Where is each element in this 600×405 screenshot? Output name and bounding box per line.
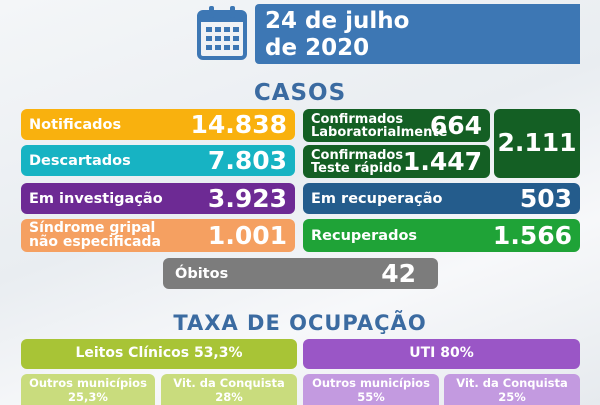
uti-outros-label: Outros municípios (312, 376, 430, 390)
leitos-vitoria-value: 28% (215, 390, 243, 404)
em-recuperacao-value: 503 (519, 184, 572, 213)
confirmados-teste-label-2: Teste rápido (311, 161, 402, 176)
confirmados-lab-label-2: Laboratorialmente (311, 125, 448, 140)
em-investigacao-label: Em investigação (29, 191, 163, 207)
obitos-label: Óbitos (175, 266, 229, 282)
uti-outros-card: Outros municípios 55% (303, 374, 439, 405)
uti-card: UTI 80% (303, 339, 580, 369)
notificados-label: Notificados (29, 117, 122, 133)
notificados-value: 14.838 (190, 110, 287, 139)
uti-vitoria-label: Vit. da Conquista (456, 376, 568, 390)
em-investigacao-card: Em investigação 3.923 (21, 183, 295, 214)
leitos-clinicos-label: Leitos Clínicos 53,3% (75, 345, 243, 361)
confirmados-lab-label-1: Confirmados (311, 112, 404, 127)
leitos-outros-label: Outros municípios (29, 376, 147, 390)
leitos-clinicos-card: Leitos Clínicos 53,3% (21, 339, 297, 369)
confirmados-lab-value: 664 (429, 111, 482, 140)
occupancy-title: TAXA DE OCUPAÇÃO (173, 311, 427, 335)
recuperados-card: Recuperados 1.566 (303, 219, 580, 252)
uti-vitoria-card: Vit. da Conquista 25% (444, 374, 580, 405)
leitos-vitoria-card: Vit. da Conquista 28% (161, 374, 297, 405)
descartados-label: Descartados (29, 153, 131, 169)
leitos-outros-card: Outros municípios 25,3% (21, 374, 155, 405)
uti-outros-value: 55% (357, 390, 385, 404)
calendar-icon (196, 4, 248, 62)
confirmados-teste-value: 1.447 (402, 147, 482, 176)
notificados-card: Notificados 14.838 (21, 109, 295, 140)
confirmados-teste-label-1: Confirmados (311, 148, 404, 163)
recuperados-label: Recuperados (311, 228, 418, 244)
em-recuperacao-card: Em recuperação 503 (303, 183, 580, 214)
leitos-vitoria-label: Vit. da Conquista (173, 376, 285, 390)
confirmados-total-card: 2.111 (494, 109, 580, 178)
sindrome-label-1: Síndrome gripal (29, 220, 156, 236)
confirmados-total-value: 2.111 (497, 128, 577, 157)
em-recuperacao-label: Em recuperação (311, 191, 443, 207)
confirmados-lab-card: Confirmados Laboratorialmente 664 (303, 109, 490, 142)
leitos-outros-value: 25,3% (68, 390, 108, 404)
descartados-card: Descartados 7.803 (21, 145, 295, 176)
date-banner: 24 de julho de 2020 (255, 4, 580, 64)
sindrome-label-2: não especificada (29, 234, 161, 250)
date-line-2: de 2020 (265, 35, 370, 61)
descartados-value: 7.803 (207, 146, 287, 175)
date-line-1: 24 de julho (265, 8, 410, 34)
obitos-card: Óbitos 42 (163, 258, 438, 289)
recuperados-value: 1.566 (492, 221, 572, 250)
uti-label: UTI 80% (409, 345, 474, 361)
sindrome-value: 1.001 (207, 221, 287, 250)
cases-title: CASOS (253, 80, 347, 106)
em-investigacao-value: 3.923 (207, 184, 287, 213)
confirmados-teste-card: Confirmados Teste rápido 1.447 (303, 145, 490, 178)
sindrome-card: Síndrome gripal não especificada 1.001 (21, 219, 295, 252)
obitos-value: 42 (381, 259, 416, 288)
uti-vitoria-value: 25% (498, 390, 526, 404)
